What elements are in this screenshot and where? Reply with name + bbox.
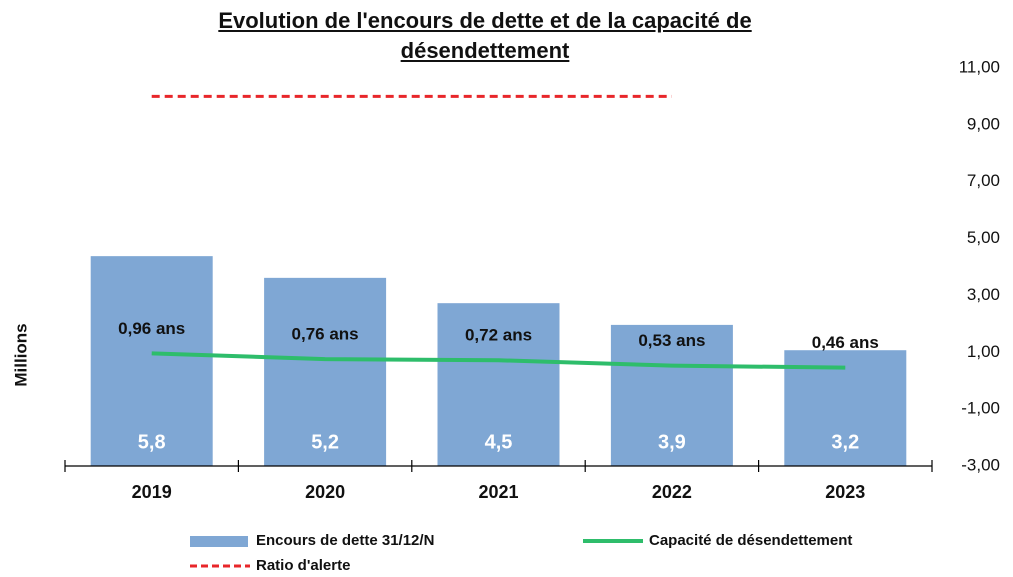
x-tick-label: 2021 [478, 482, 518, 502]
legend-label: Encours de dette 31/12/N [256, 532, 434, 549]
y2-tick-label: 1,00 [967, 342, 1000, 361]
legend-swatch [190, 536, 248, 547]
y-axis-label: Millions [11, 323, 30, 386]
bar [437, 303, 560, 466]
x-tick-label: 2019 [132, 482, 172, 502]
y2-tick-label: -3,00 [961, 455, 1000, 474]
bar [264, 277, 387, 466]
y2-tick-label: 11,00 [959, 57, 1000, 76]
y2-tick-label: -1,00 [961, 399, 1000, 418]
bar-value-label: 3,2 [831, 431, 859, 453]
line-value-label: 0,46 ans [812, 333, 879, 352]
legend-label: Ratio d'alerte [256, 557, 350, 574]
bar-value-label: 3,9 [658, 431, 686, 453]
y2-tick-label: 7,00 [967, 171, 1000, 190]
bar [90, 256, 213, 466]
bar [784, 350, 907, 466]
x-tick-label: 2020 [305, 482, 345, 502]
x-tick-label: 2023 [825, 482, 865, 502]
y2-tick-label: 5,00 [967, 228, 1000, 247]
line-value-label: 0,76 ans [292, 325, 359, 344]
x-tick-label: 2022 [652, 482, 692, 502]
line [151, 351, 846, 370]
bar [610, 324, 733, 466]
y2-tick-label: 9,00 [967, 114, 1000, 133]
legend-label: Capacité de désendettement [649, 532, 852, 549]
bar-value-label: 5,2 [311, 431, 339, 453]
bar-value-label: 4,5 [485, 431, 513, 453]
bar-value-label: 5,8 [138, 431, 166, 453]
line-value-label: 0,53 ans [638, 331, 705, 350]
line-value-label: 0,72 ans [465, 326, 532, 345]
y2-tick-label: 3,00 [967, 285, 1000, 304]
line-value-label: 0,96 ans [118, 319, 185, 338]
chart-title: Evolution de l'encours de dette et de la… [218, 8, 752, 63]
